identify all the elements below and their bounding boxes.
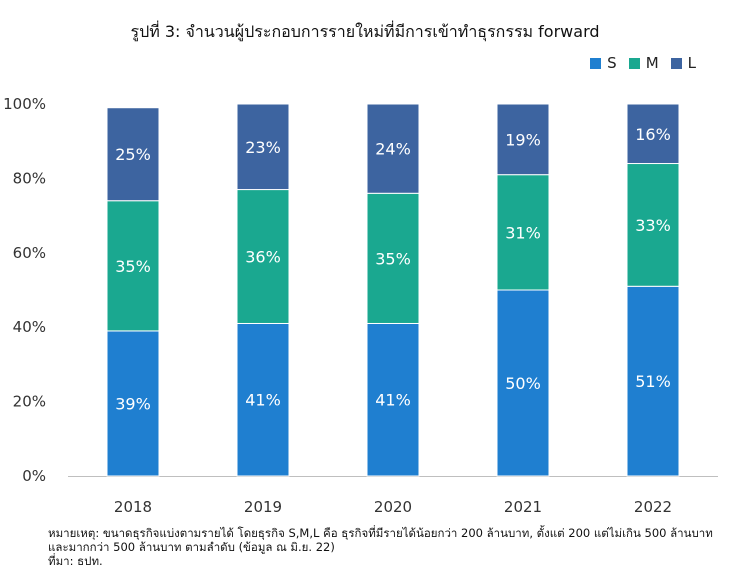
legend-item-m: M xyxy=(628,54,659,72)
data-label: 35% xyxy=(375,249,411,268)
data-label: 25% xyxy=(115,145,151,164)
y-tick-label: 100% xyxy=(3,95,46,113)
data-label: 23% xyxy=(245,138,281,157)
data-label: 31% xyxy=(505,223,541,242)
bar-segment-l-2020 xyxy=(366,103,420,194)
legend-swatch-s xyxy=(590,57,602,69)
legend-item-s: S xyxy=(590,54,617,72)
y-tick-label: 40% xyxy=(13,318,46,336)
data-label: 19% xyxy=(505,130,541,149)
bar-segment-s-2021 xyxy=(496,289,550,477)
y-tick-label: 80% xyxy=(13,169,46,187)
data-label: 41% xyxy=(245,391,281,410)
data-label: 50% xyxy=(505,374,541,393)
data-label: 24% xyxy=(375,140,411,159)
x-tick-label: 2022 xyxy=(634,498,672,516)
data-label: 39% xyxy=(115,394,151,413)
bar-segment-s-2020 xyxy=(366,322,420,477)
y-tick-label: 20% xyxy=(13,393,46,411)
data-label: 35% xyxy=(115,257,151,276)
legend: S M L xyxy=(590,54,696,72)
x-tick-label: 2021 xyxy=(504,498,542,516)
bar-segment-m-2019 xyxy=(236,189,290,324)
data-label: 41% xyxy=(375,391,411,410)
x-tick-label: 2019 xyxy=(244,498,282,516)
legend-label-l: L xyxy=(687,54,696,72)
data-label: 33% xyxy=(635,216,671,235)
bar-segment-s-2018 xyxy=(106,330,160,477)
legend-label-m: M xyxy=(645,54,659,72)
footnote-note: หมายเหตุ: ขนาดธุรกิจแบ่งตามรายได้ โดยธุร… xyxy=(48,526,713,554)
legend-label-s: S xyxy=(607,54,617,72)
bar-segment-m-2022 xyxy=(626,163,680,287)
bar-segment-m-2021 xyxy=(496,174,550,291)
footnote-source: ที่มา: ธปท. xyxy=(48,554,103,568)
x-tick-label: 2018 xyxy=(114,498,152,516)
data-label: 51% xyxy=(635,372,671,391)
data-label: 16% xyxy=(635,125,671,144)
bar-segment-l-2021 xyxy=(496,103,550,176)
x-tick-label: 2020 xyxy=(374,498,412,516)
legend-swatch-l xyxy=(670,57,682,69)
y-tick-label: 0% xyxy=(22,467,46,485)
bar-segment-l-2018 xyxy=(106,107,160,202)
bar-segment-l-2019 xyxy=(236,103,290,191)
bar-segment-m-2018 xyxy=(106,200,160,332)
bar-segment-l-2022 xyxy=(626,103,680,165)
stacked-bar-chart: 0% 20% 40% 60% 80% 100% 39% 35% 25% 2018 41% 36% 23%… xyxy=(3,95,718,516)
bar-segment-s-2022 xyxy=(626,285,680,477)
chart-title: รูปที่ 3: จำนวนผู้ประกอบการรายใหม่ที่มีก… xyxy=(130,22,600,41)
legend-swatch-m xyxy=(628,57,640,69)
bar-segment-m-2020 xyxy=(366,192,420,324)
footnote: หมายเหตุ: ขนาดธุรกิจแบ่งตามรายได้ โดยธุร… xyxy=(48,526,718,568)
y-tick-label: 60% xyxy=(13,244,46,262)
legend-item-l: L xyxy=(670,54,696,72)
data-label: 36% xyxy=(245,248,281,267)
